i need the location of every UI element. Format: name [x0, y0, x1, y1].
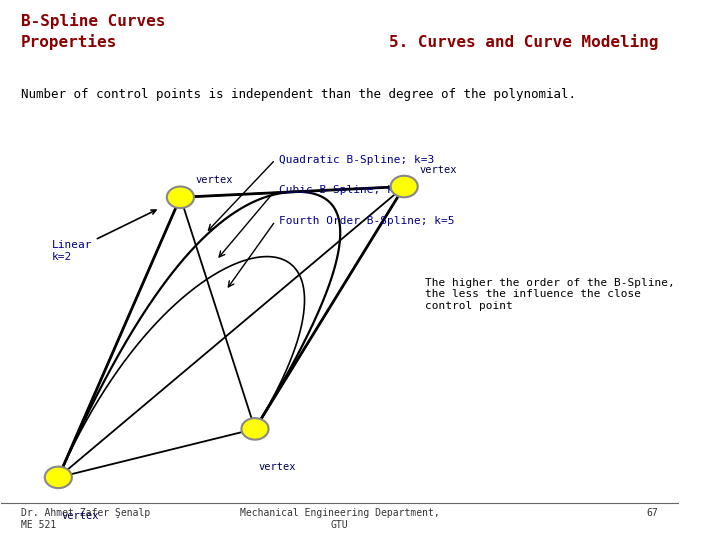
Text: Quadratic B-Spline; k=3: Quadratic B-Spline; k=3 — [279, 154, 434, 165]
Text: Mechanical Engineering Department,
GTU: Mechanical Engineering Department, GTU — [240, 508, 440, 530]
Text: B-Spline Curves
Properties: B-Spline Curves Properties — [21, 12, 166, 50]
Circle shape — [391, 176, 418, 197]
Text: Linear
k=2: Linear k=2 — [52, 210, 156, 262]
Text: 5. Curves and Curve Modeling: 5. Curves and Curve Modeling — [389, 34, 659, 50]
Text: The higher the order of the B-Spline,
the less the influence the close
control p: The higher the order of the B-Spline, th… — [425, 278, 674, 311]
Text: vertex: vertex — [419, 165, 456, 174]
Circle shape — [241, 418, 269, 440]
Text: Fourth Order B-Spline; k=5: Fourth Order B-Spline; k=5 — [279, 216, 454, 226]
Text: vertex: vertex — [258, 462, 296, 472]
Circle shape — [45, 467, 72, 488]
Text: vertex: vertex — [195, 176, 233, 185]
Text: Number of control points is independent than the degree of the polynomial.: Number of control points is independent … — [21, 88, 576, 101]
Text: 67: 67 — [647, 508, 659, 518]
Circle shape — [167, 186, 194, 208]
Text: Cubic B-Spline; k=4: Cubic B-Spline; k=4 — [279, 185, 407, 195]
Text: Dr. Ahmet Zafer Şenalp
ME 521: Dr. Ahmet Zafer Şenalp ME 521 — [21, 508, 150, 530]
Text: vertex: vertex — [62, 511, 99, 521]
